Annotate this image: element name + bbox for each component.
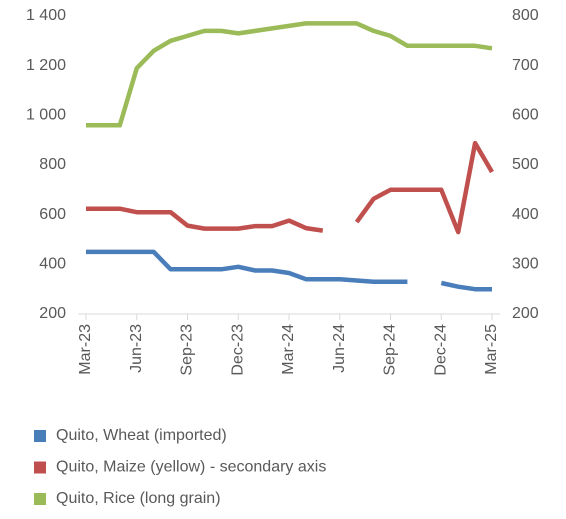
y2-tick-label: 700	[512, 57, 539, 74]
x-tick-label: Dec-24	[432, 324, 449, 376]
y-tick-label: 1 200	[26, 57, 66, 74]
y2-tick-label: 200	[512, 305, 539, 322]
series-line	[86, 249, 492, 292]
y2-tick-label: 500	[512, 156, 539, 173]
series-line	[86, 21, 493, 128]
y2-tick-label: 800	[512, 7, 539, 24]
x-tick-label: Jun-23	[128, 324, 145, 373]
y-tick-label: 1 000	[26, 107, 66, 124]
x-tick-label: Mar-24	[280, 324, 297, 375]
legend-label: Quito, Wheat (imported)	[56, 427, 227, 444]
y-tick-label: 800	[39, 156, 66, 173]
legend-label: Quito, Rice (long grain)	[56, 490, 221, 507]
x-tick-label: Jun-24	[331, 324, 348, 373]
x-tick-label: Sep-24	[382, 324, 399, 376]
y2-tick-label: 400	[512, 206, 539, 223]
legend-swatch	[34, 493, 46, 505]
y-tick-label: 600	[39, 206, 66, 223]
y-tick-label: 1 400	[26, 7, 66, 24]
x-tick-label: Dec-23	[229, 324, 246, 376]
x-tick-label: Sep-23	[179, 324, 196, 376]
x-tick-label: Mar-25	[483, 324, 500, 375]
legend-label: Quito, Maize (yellow) - secondary axis	[56, 459, 326, 476]
legend-swatch	[34, 461, 46, 474]
series-line	[86, 140, 494, 235]
x-tick-label: Mar-23	[77, 324, 94, 375]
y2-tick-label: 300	[512, 256, 539, 273]
y2-tick-label: 600	[512, 107, 539, 124]
legend-swatch	[34, 430, 46, 442]
y-tick-label: 200	[39, 305, 66, 322]
y-tick-label: 400	[39, 256, 66, 273]
